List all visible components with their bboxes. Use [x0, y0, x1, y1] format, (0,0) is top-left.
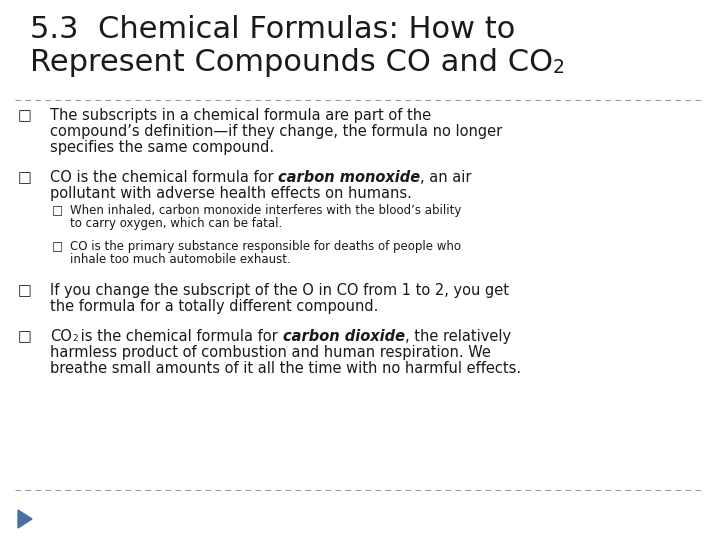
Text: to carry oxygen, which can be fatal.: to carry oxygen, which can be fatal. [70, 217, 282, 230]
Text: , an air: , an air [420, 170, 472, 185]
Polygon shape [18, 510, 32, 528]
Text: CO: CO [50, 329, 72, 344]
Text: specifies the same compound.: specifies the same compound. [50, 140, 274, 155]
Text: The subscripts in a chemical formula are part of the: The subscripts in a chemical formula are… [50, 108, 431, 123]
Text: □: □ [18, 108, 32, 123]
Text: CO is the primary substance responsible for deaths of people who: CO is the primary substance responsible … [70, 240, 461, 253]
Text: , the relatively: , the relatively [405, 329, 511, 344]
Text: □: □ [18, 283, 32, 298]
Text: breathe small amounts of it all the time with no harmful effects.: breathe small amounts of it all the time… [50, 361, 521, 376]
Text: the formula for a totally different compound.: the formula for a totally different comp… [50, 299, 379, 314]
Text: carbon monoxide: carbon monoxide [278, 170, 420, 185]
Text: Represent Compounds CO and CO: Represent Compounds CO and CO [30, 48, 553, 77]
Text: □: □ [52, 240, 63, 253]
Text: 5.3  Chemical Formulas: How to: 5.3 Chemical Formulas: How to [30, 15, 516, 44]
Text: □: □ [18, 170, 32, 185]
Text: harmless product of combustion and human respiration. We: harmless product of combustion and human… [50, 345, 491, 360]
Text: is the chemical formula for: is the chemical formula for [76, 329, 283, 344]
Text: When inhaled, carbon monoxide interferes with the blood’s ability: When inhaled, carbon monoxide interferes… [70, 204, 462, 217]
Text: If you change the subscript of the O in CO from 1 to 2, you get: If you change the subscript of the O in … [50, 283, 509, 298]
Text: carbon dioxide: carbon dioxide [283, 329, 405, 344]
Text: inhale too much automobile exhaust.: inhale too much automobile exhaust. [70, 253, 291, 266]
Text: 2: 2 [553, 58, 565, 77]
Text: CO is the chemical formula for: CO is the chemical formula for [50, 170, 278, 185]
Text: pollutant with adverse health effects on humans.: pollutant with adverse health effects on… [50, 186, 412, 201]
Text: 2: 2 [72, 334, 78, 343]
Text: □: □ [52, 204, 63, 217]
Text: compound’s definition—if they change, the formula no longer: compound’s definition—if they change, th… [50, 124, 503, 139]
Text: □: □ [18, 329, 32, 344]
